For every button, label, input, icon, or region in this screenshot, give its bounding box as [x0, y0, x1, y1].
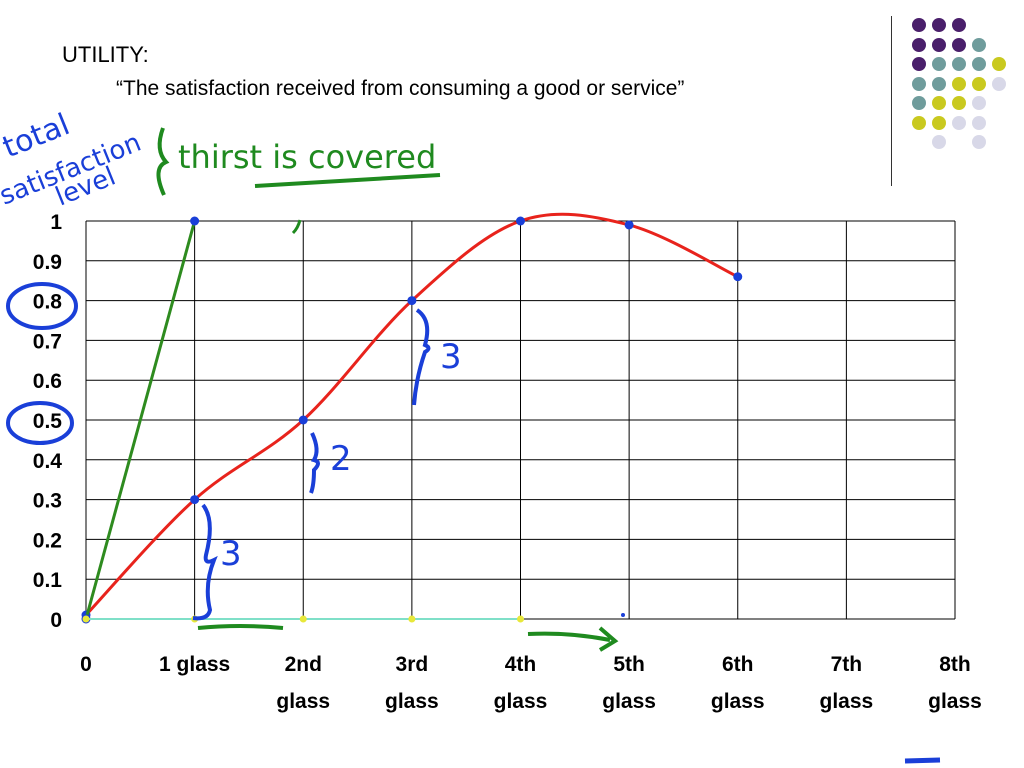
- data-point: [516, 216, 525, 226]
- y-tick-label: 0.2: [33, 529, 62, 552]
- decor-dot: [972, 135, 986, 149]
- decor-dot: [912, 96, 926, 110]
- annotations: total satisfaction level thirst is cover…: [0, 107, 941, 764]
- decor-dot: [952, 57, 966, 71]
- note-brace-top: [156, 127, 170, 196]
- decor-dot: [932, 18, 946, 32]
- x-tick-label: 0: [80, 653, 92, 676]
- decor-dot: [992, 76, 1006, 91]
- note-tick-mark: [291, 219, 302, 235]
- green-arrow: [527, 626, 619, 652]
- data-point: [190, 216, 200, 226]
- decor-dot: [912, 76, 926, 91]
- decor-dot: [952, 115, 966, 130]
- decor-dot: [932, 115, 946, 130]
- data-point: [517, 615, 524, 623]
- decor-dot: [932, 135, 946, 149]
- decor-dot: [932, 76, 946, 91]
- x-tick-label: 2nd glass: [276, 653, 330, 713]
- decor-dot: [952, 37, 966, 52]
- y-tick-label: 0.7: [33, 330, 62, 353]
- y-tick-label: 0.3: [33, 490, 62, 513]
- brace-3-lower: [192, 503, 218, 621]
- data-point: [733, 272, 743, 282]
- decor-dot: [932, 96, 946, 110]
- x-tick-label: 5th glass: [602, 653, 656, 713]
- y-tick-label: 0.4: [33, 450, 63, 473]
- blue-dash: [904, 757, 941, 764]
- decor-dot: [912, 18, 926, 32]
- x-tick-labels: 0 1 glass 2nd glass 3rd glass 4th glass 5th glass…: [80, 653, 982, 713]
- decor-dot: [912, 115, 926, 130]
- circle-0-5: [6, 401, 74, 445]
- slide-title: UTILITY:: [62, 42, 149, 67]
- x-tick-label: 4th glass: [494, 653, 548, 713]
- y-tick-label: 0: [50, 609, 62, 632]
- brace-3-upper: [412, 308, 431, 406]
- y-tick-labels: 0 0.1 0.2 0.3 0.4 0.5 0.6 0.7 0.8 0.9 1: [33, 211, 63, 632]
- decor-dot: [932, 37, 946, 52]
- decor-dot: [952, 76, 966, 91]
- data-point: [190, 495, 200, 505]
- data-point: [408, 615, 416, 623]
- decor-divider: [891, 16, 892, 186]
- decor-dot: [972, 96, 986, 110]
- decor-dot: [992, 57, 1006, 71]
- green-underline-1: [197, 624, 284, 630]
- decor-dot: [972, 57, 986, 71]
- x-tick-label: 7th glass: [820, 653, 874, 713]
- x-tick-label: 8th glass: [928, 653, 982, 713]
- y-tick-label: 0.5: [33, 410, 63, 433]
- x-tick-label: 6th glass: [711, 653, 765, 713]
- data-point: [407, 296, 417, 306]
- data-point: [624, 220, 634, 230]
- y-tick-label: 0.8: [33, 291, 63, 314]
- decor-dot: [932, 57, 946, 71]
- brace-2-label: 2: [330, 439, 352, 479]
- data-point: [298, 415, 308, 425]
- decor-dot: [972, 115, 986, 130]
- brace-3-upper-label: 3: [440, 337, 462, 377]
- y-tick-label: 0.1: [33, 569, 63, 592]
- circle-0-8: [6, 282, 78, 330]
- decor-dot: [952, 96, 966, 110]
- data-point: [299, 615, 307, 623]
- decor-dot: [952, 18, 966, 32]
- x-tick-label: 3rd glass: [385, 653, 439, 713]
- x-tick-label: 1 glass: [159, 653, 230, 676]
- blue-dot-small: [621, 613, 625, 617]
- decor-dot: [972, 76, 986, 91]
- data-point: [82, 615, 90, 623]
- y-tick-label: 1: [50, 211, 62, 234]
- note-thirst-underline: [254, 173, 441, 188]
- decor-dot: [912, 57, 926, 71]
- decor-dot: [972, 37, 986, 52]
- chart-series: [81, 212, 743, 624]
- slide-subtitle: “The satisfaction received from consumin…: [116, 77, 685, 100]
- brace-3-lower-label: 3: [220, 534, 242, 574]
- decor-dot-grid: [900, 10, 1024, 170]
- y-tick-label: 0.6: [33, 370, 62, 393]
- y-tick-label: 0.9: [33, 251, 62, 274]
- decor-dot: [912, 37, 926, 52]
- series-line: [84, 220, 197, 620]
- note-thirst: thirst is covered: [178, 138, 436, 176]
- brace-2: [309, 432, 320, 494]
